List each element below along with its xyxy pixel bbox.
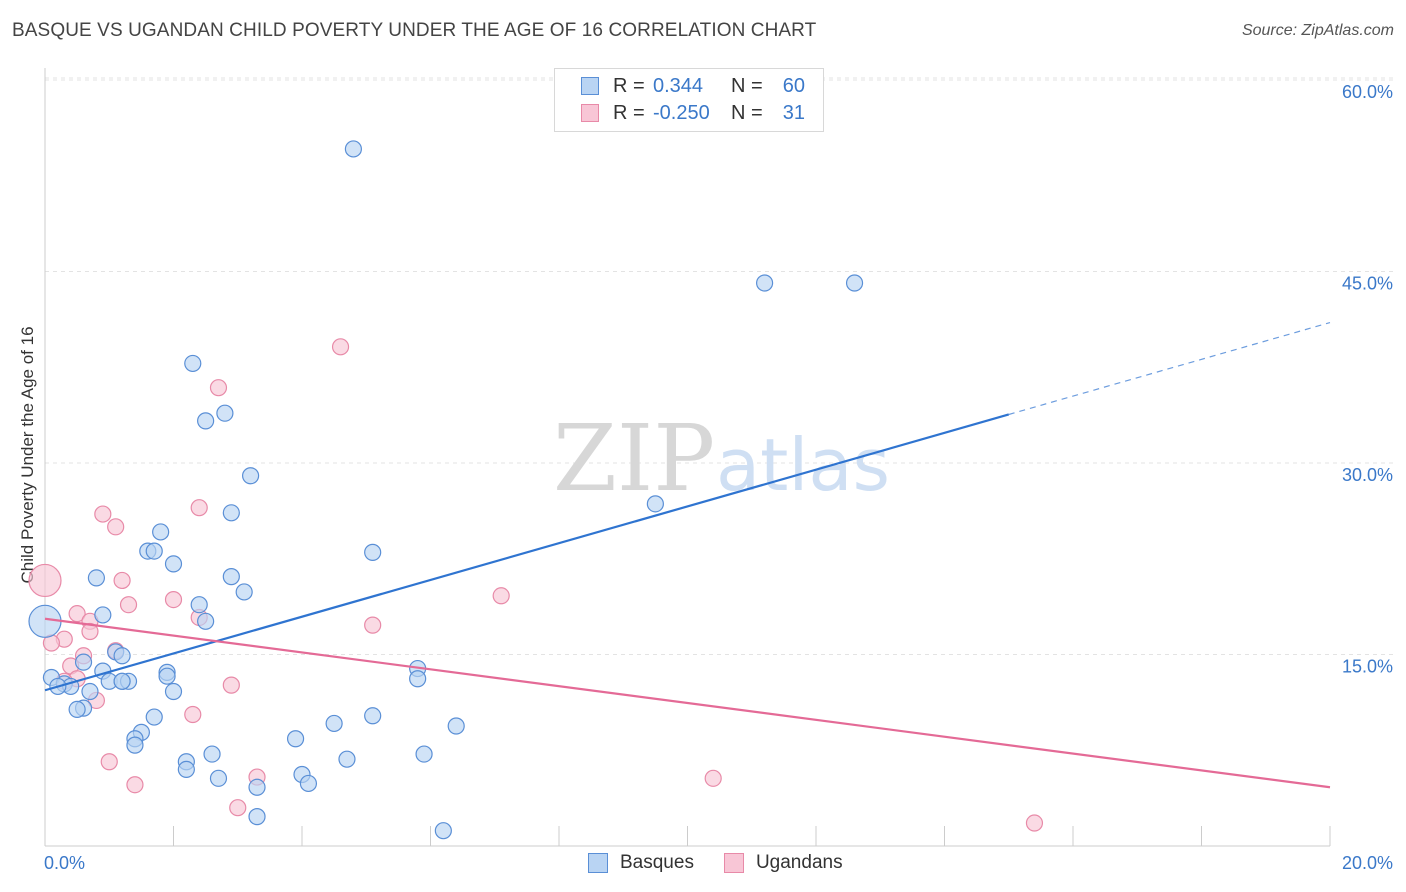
basques-r-label: R =	[613, 74, 645, 97]
ugandans-r-value: -0.250	[653, 101, 710, 124]
y-tick-label-15: 15.0%	[1342, 657, 1393, 677]
ugandans-point-4	[107, 518, 125, 536]
basques-point-6	[242, 467, 260, 485]
basques-point-49	[203, 745, 221, 763]
basques-point-4	[216, 404, 234, 422]
basques-point-47	[286, 730, 305, 748]
legend-basques-swatch	[588, 853, 608, 873]
basques-point-40	[68, 700, 86, 718]
basques-point-41	[145, 708, 163, 726]
basques-point-53	[177, 760, 195, 779]
basques-point-17	[190, 596, 208, 614]
basques-point-8	[222, 504, 240, 522]
legend-basques-label: Basques	[620, 852, 694, 873]
basques-trend-extension	[1008, 321, 1331, 416]
ugandans-r-label: R =	[613, 101, 645, 124]
basques-point-2	[845, 274, 864, 292]
legend-item-ugandans: Ugandans	[723, 852, 843, 874]
legend-row-ugandans: R = -0.250 N = 31	[581, 101, 805, 125]
ugandans-point-30	[1025, 814, 1044, 832]
basques-trend-line	[44, 413, 1010, 692]
basques-point-55	[209, 769, 228, 787]
basques-point-44	[447, 717, 465, 735]
basques-point-58	[248, 808, 266, 826]
basques-point-7	[646, 495, 664, 513]
ugandans-point-27	[704, 769, 722, 787]
basques-r-value: 0.344	[653, 74, 704, 97]
x-tick-label-min: 0.0%	[44, 853, 85, 873]
basques-point-56	[299, 774, 318, 793]
basques-point-15	[222, 568, 240, 586]
chart-source: Source: ZipAtlas.com	[1241, 22, 1394, 39]
ugandans-point-13	[364, 616, 382, 634]
ugandans-point-7	[492, 587, 510, 605]
chart-title: BASQUE VS UGANDAN CHILD POVERTY UNDER TH…	[12, 20, 817, 41]
basques-point-29	[409, 670, 427, 688]
ugandans-point-8	[164, 591, 183, 609]
ugandans-point-22	[222, 676, 240, 694]
basques-point-33	[113, 672, 131, 690]
basques-point-43	[325, 714, 343, 733]
basques-point-48	[126, 736, 144, 754]
legend-ugandans-swatch	[723, 853, 744, 873]
legend-ugandans-label: Ugandans	[755, 852, 843, 873]
basques-point-23	[74, 653, 93, 671]
y-tick-label-60: 60.0%	[1342, 82, 1393, 102]
basques-point-22	[113, 647, 131, 665]
basques-n-label: N =	[731, 74, 763, 97]
ugandans-point-9	[119, 596, 138, 614]
basques-n-value: 60	[782, 74, 805, 97]
ugandans-point-10	[68, 605, 86, 623]
basques-point-50	[415, 745, 433, 763]
basques-point-57	[248, 778, 266, 796]
ugandans-point-5	[28, 563, 62, 598]
basques-point-0	[344, 140, 362, 158]
series-legend: Basques Ugandans	[588, 852, 873, 874]
ugandans-point-1	[209, 379, 228, 397]
y-tick-label-45: 45.0%	[1342, 274, 1393, 294]
ugandans-n-value: 31	[782, 101, 805, 124]
ugandans-point-28	[126, 776, 144, 794]
ugandans-point-14	[81, 622, 99, 641]
basques-point-52	[338, 750, 356, 768]
ugandans-point-25	[100, 753, 118, 771]
legend-item-basques: Basques	[588, 852, 694, 874]
ugandans-point-2	[190, 499, 208, 517]
stats-legend: R = 0.344 N = 60 R = -0.250 N = 31	[554, 68, 824, 132]
basques-point-12	[364, 543, 382, 561]
ugandans-trend-line	[44, 617, 1331, 789]
basques-point-42	[364, 707, 382, 725]
x-tick-label-max: 20.0%	[1342, 853, 1393, 873]
basques-point-59	[434, 822, 452, 840]
basques-point-18	[94, 606, 112, 624]
watermark-zip: ZIP	[553, 405, 715, 512]
ugandans-point-0	[331, 338, 350, 356]
legend-row-basques: R = 0.344 N = 60	[581, 74, 805, 98]
basques-point-14	[87, 569, 106, 587]
ugandans-n-label: N =	[731, 101, 763, 124]
ugandans-swatch	[581, 104, 599, 122]
basques-point-9	[152, 523, 170, 541]
basques-point-1	[755, 274, 774, 292]
basques-point-38	[164, 682, 183, 701]
ugandans-point-29	[229, 799, 247, 817]
basques-swatch	[581, 77, 599, 95]
basques-point-19	[197, 612, 215, 630]
basques-point-11	[145, 542, 163, 560]
ugandans-point-3	[94, 505, 112, 523]
basques-point-37	[81, 682, 99, 701]
basques-point-16	[235, 583, 253, 601]
basques-point-13	[164, 555, 183, 573]
basques-point-27	[158, 667, 176, 685]
basques-point-3	[184, 354, 202, 373]
y-tick-label-30: 30.0%	[1342, 465, 1393, 485]
ugandans-point-6	[113, 571, 131, 590]
ugandans-point-24	[184, 705, 202, 724]
basques-point-5	[197, 412, 215, 430]
watermark-atlas: atlas	[716, 423, 890, 507]
